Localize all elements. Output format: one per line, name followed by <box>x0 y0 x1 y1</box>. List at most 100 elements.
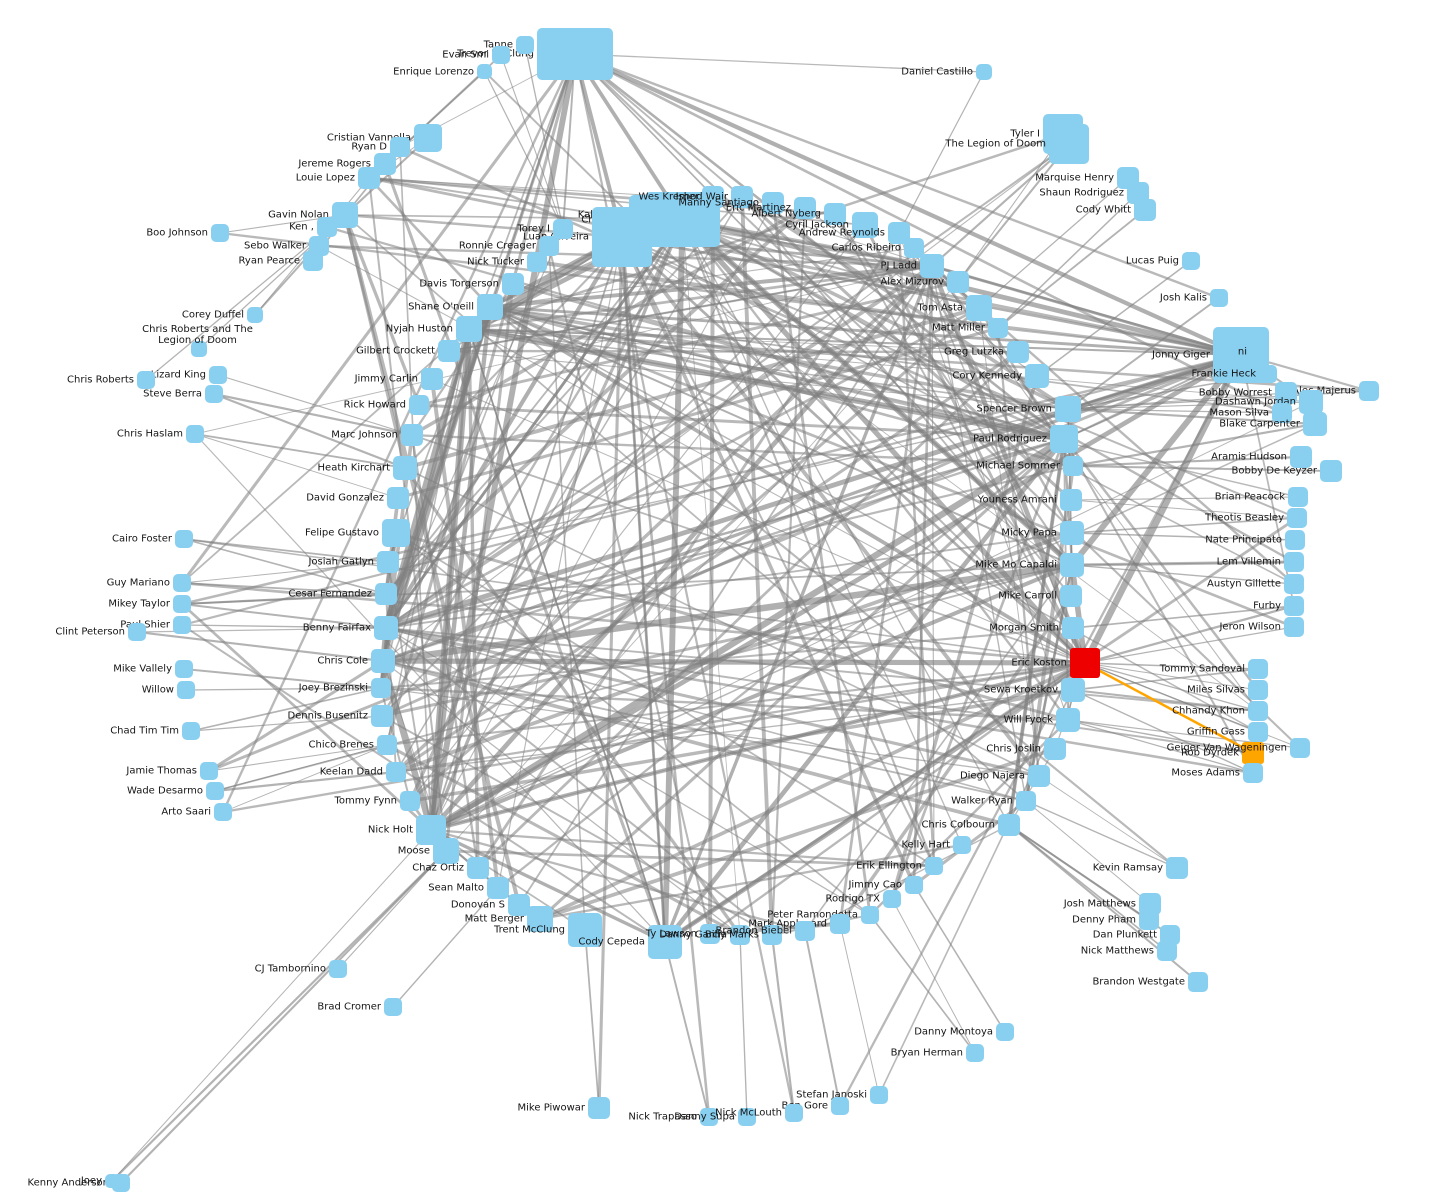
graph-node[interactable] <box>371 649 395 673</box>
graph-node[interactable] <box>477 294 503 320</box>
graph-node[interactable] <box>1287 508 1307 528</box>
graph-node[interactable] <box>186 425 204 443</box>
graph-node[interactable] <box>177 681 195 699</box>
graph-node[interactable] <box>824 203 846 225</box>
graph-node[interactable] <box>1070 648 1100 678</box>
graph-node[interactable] <box>568 913 602 947</box>
graph-node[interactable] <box>1288 487 1308 507</box>
graph-node[interactable] <box>976 64 992 80</box>
graph-node[interactable] <box>702 186 724 208</box>
graph-node[interactable] <box>492 46 510 64</box>
graph-node[interactable] <box>1290 738 1310 758</box>
graph-node[interactable] <box>1127 182 1149 204</box>
graph-node[interactable] <box>175 660 193 678</box>
graph-node[interactable] <box>1259 365 1277 383</box>
graph-node[interactable] <box>173 574 191 592</box>
graph-node[interactable] <box>173 616 191 634</box>
graph-node[interactable] <box>953 836 971 854</box>
graph-node[interactable] <box>375 583 397 605</box>
graph-node[interactable] <box>1303 412 1327 436</box>
graph-node[interactable] <box>996 1023 1014 1041</box>
graph-node[interactable] <box>1284 596 1304 616</box>
graph-node[interactable] <box>1050 425 1078 453</box>
graph-node[interactable] <box>1250 345 1264 359</box>
graph-node[interactable] <box>377 735 397 755</box>
graph-node[interactable] <box>303 251 323 271</box>
graph-node[interactable] <box>421 368 443 390</box>
graph-node[interactable] <box>374 616 398 640</box>
graph-node[interactable] <box>390 137 410 157</box>
graph-node[interactable] <box>1060 521 1084 545</box>
graph-node[interactable] <box>516 36 534 54</box>
graph-node[interactable] <box>414 124 442 152</box>
graph-node[interactable] <box>317 217 337 237</box>
graph-node[interactable] <box>883 890 901 908</box>
graph-node[interactable] <box>508 894 530 916</box>
graph-node[interactable] <box>1284 574 1304 594</box>
graph-node[interactable] <box>487 877 509 899</box>
graph-node[interactable] <box>588 1097 610 1119</box>
graph-node[interactable] <box>648 925 682 959</box>
graph-node[interactable] <box>456 316 482 342</box>
graph-node[interactable] <box>738 1108 756 1126</box>
graph-node[interactable] <box>1285 530 1305 550</box>
graph-node[interactable] <box>1028 765 1050 787</box>
graph-node[interactable] <box>137 371 155 389</box>
graph-node[interactable] <box>401 424 423 446</box>
graph-node[interactable] <box>191 341 207 357</box>
graph-node[interactable] <box>794 197 816 219</box>
graph-node[interactable] <box>1049 124 1089 164</box>
graph-node[interactable] <box>382 519 410 547</box>
graph-node[interactable] <box>861 906 879 924</box>
graph-node[interactable] <box>1182 252 1200 270</box>
graph-node[interactable] <box>947 271 969 293</box>
graph-node[interactable] <box>209 366 227 384</box>
graph-node[interactable] <box>205 385 223 403</box>
graph-node[interactable] <box>539 236 559 256</box>
graph-node[interactable] <box>211 224 229 242</box>
graph-node[interactable] <box>785 1104 803 1122</box>
graph-node[interactable] <box>1139 910 1159 930</box>
graph-node[interactable] <box>1060 585 1082 607</box>
graph-node[interactable] <box>998 814 1020 836</box>
graph-node[interactable] <box>1284 617 1304 637</box>
graph-node[interactable] <box>377 551 399 573</box>
graph-node[interactable] <box>371 705 393 727</box>
graph-node[interactable] <box>467 857 489 879</box>
graph-node[interactable] <box>762 192 784 214</box>
graph-node[interactable] <box>831 1097 849 1115</box>
graph-node[interactable] <box>1248 680 1268 700</box>
graph-node[interactable] <box>1055 396 1081 422</box>
graph-node[interactable] <box>1016 791 1036 811</box>
graph-node[interactable] <box>329 960 347 978</box>
graph-node[interactable] <box>1056 708 1080 732</box>
graph-node[interactable] <box>905 876 923 894</box>
graph-node[interactable] <box>1062 617 1084 639</box>
graph-node[interactable] <box>1299 390 1323 414</box>
graph-node[interactable] <box>371 678 391 698</box>
graph-node[interactable] <box>1060 489 1082 511</box>
graph-node[interactable] <box>988 318 1008 338</box>
graph-node[interactable] <box>762 925 782 945</box>
graph-node[interactable] <box>358 167 380 189</box>
graph-node[interactable] <box>700 924 720 944</box>
graph-node[interactable] <box>1210 289 1228 307</box>
graph-node[interactable] <box>1248 659 1268 679</box>
graph-node[interactable] <box>200 762 218 780</box>
graph-node[interactable] <box>1320 460 1342 482</box>
graph-node[interactable] <box>553 219 573 239</box>
graph-node[interactable] <box>477 64 492 79</box>
graph-node[interactable] <box>731 186 753 208</box>
graph-node[interactable] <box>384 998 402 1016</box>
graph-node[interactable] <box>920 254 944 278</box>
graph-node[interactable] <box>1061 678 1085 702</box>
graph-node[interactable] <box>1160 925 1180 945</box>
graph-node[interactable] <box>1284 552 1304 572</box>
graph-node[interactable] <box>1063 456 1083 476</box>
graph-node[interactable] <box>730 925 750 945</box>
graph-node[interactable] <box>105 1174 119 1188</box>
graph-node[interactable] <box>1248 701 1268 721</box>
graph-node[interactable] <box>175 530 193 548</box>
graph-node[interactable] <box>925 857 943 875</box>
